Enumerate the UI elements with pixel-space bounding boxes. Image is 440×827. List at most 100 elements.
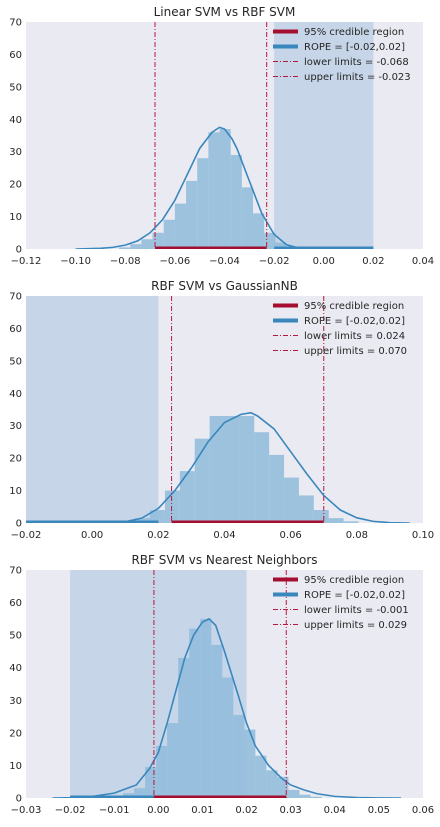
x-tick-label: 0.00 <box>313 256 335 267</box>
legend-label: lower limits = -0.001 <box>304 605 409 616</box>
histogram-bar <box>253 213 265 249</box>
histogram-bar <box>284 477 299 523</box>
legend-label: 95% credible region <box>304 301 404 312</box>
histogram-bar <box>241 187 254 249</box>
x-tick-label: −0.10 <box>60 256 91 267</box>
legend: 95% credible region ROPE = [-0.02,0.02] lo… <box>273 575 409 631</box>
y-tick-label: 10 <box>9 486 22 497</box>
kde-curve <box>26 411 410 523</box>
legend: 95% credible region ROPE = [-0.02,0.02] lo… <box>273 301 407 357</box>
legend-label: upper limits = 0.029 <box>304 620 407 631</box>
y-tick-label: 60 <box>9 598 22 609</box>
histogram-bar <box>119 247 131 249</box>
legend-label: 95% credible region <box>304 575 404 586</box>
y-tick-label: 20 <box>9 180 22 191</box>
x-tick-label: 0.05 <box>368 805 390 816</box>
x-tick-label: −0.01 <box>99 805 130 816</box>
y-tick-label: 50 <box>9 82 22 93</box>
histogram-bar <box>275 242 287 249</box>
x-tick-label: −0.03 <box>11 805 42 816</box>
x-tick-label: 0.03 <box>280 805 302 816</box>
histogram-bar <box>254 432 270 523</box>
y-tick-label: 30 <box>9 696 22 707</box>
y-tick-label: 30 <box>9 147 22 158</box>
rope-region <box>26 296 159 523</box>
x-tick-label: 0.04 <box>324 805 346 816</box>
histogram-bar <box>200 618 212 798</box>
y-tick-label: 50 <box>9 356 22 367</box>
y-tick-label: 60 <box>9 50 22 61</box>
histogram-bar <box>179 471 195 523</box>
x-tick-label: 0.02 <box>362 256 384 267</box>
x-tick-label: −0.02 <box>259 256 290 267</box>
histogram-bar <box>174 203 187 249</box>
y-tick-label: 30 <box>9 421 22 432</box>
y-tick-label: 60 <box>9 324 22 335</box>
histogram-bar <box>343 521 359 523</box>
y-tick-label: 70 <box>9 18 22 29</box>
x-tick-label: −0.02 <box>55 805 86 816</box>
y-tick-label: 10 <box>9 761 22 772</box>
rope-region <box>274 22 374 249</box>
y-tick-label: 40 <box>9 389 22 400</box>
y-tick-label: 40 <box>9 115 22 126</box>
histogram-bar <box>189 628 201 798</box>
histogram-bar <box>208 132 220 249</box>
histogram-bar <box>310 796 322 798</box>
legend-label: upper limits = 0.070 <box>304 346 407 357</box>
kde-curve <box>52 617 401 798</box>
histogram-bar <box>164 490 180 523</box>
x-tick-label: 0.06 <box>412 805 434 816</box>
x-tick-label: −0.08 <box>110 256 141 267</box>
x-tick-label: −0.02 <box>11 530 42 541</box>
histogram-bar <box>130 244 142 249</box>
histogram-bar <box>255 755 267 798</box>
y-tick-label: 70 <box>9 566 22 577</box>
histogram-bar <box>264 232 276 249</box>
histogram-bar <box>222 677 234 798</box>
chart-title: RBF SVM vs Nearest Neighbors <box>131 553 317 567</box>
y-tick-label: 10 <box>9 212 22 223</box>
x-tick-label: 0.02 <box>235 805 257 816</box>
histogram-bar <box>197 158 209 249</box>
y-tick-label: 50 <box>9 631 22 642</box>
histogram-bar <box>230 154 242 249</box>
legend-label: ROPE = [-0.02,0.02] <box>304 590 405 601</box>
histogram-bar <box>150 510 165 523</box>
histogram-bar <box>194 438 210 523</box>
histogram-bar <box>145 767 157 798</box>
histogram-bar <box>277 776 289 798</box>
kde-curve <box>75 126 374 249</box>
chart-panel-3: RBF SVM vs Nearest Neighbors −0.03 −0.02 −0… <box>9 553 434 816</box>
histogram-bar <box>209 415 225 523</box>
histogram-bar <box>269 454 285 523</box>
x-tick-label: −0.06 <box>160 256 191 267</box>
histogram-bar <box>288 789 300 798</box>
y-tick-label: 40 <box>9 663 22 674</box>
x-tick-label: 0.00 <box>81 530 103 541</box>
x-tick-label: 0.04 <box>213 530 235 541</box>
x-tick-label: 0.10 <box>412 530 434 541</box>
y-tick-label: 70 <box>9 292 22 303</box>
histogram-bar <box>141 239 153 249</box>
legend-label: lower limits = -0.068 <box>304 57 409 68</box>
x-tick-label: 0.02 <box>147 530 169 541</box>
histogram-bar <box>167 723 179 798</box>
legend: 95% credible region ROPE = [-0.02,0.02] lo… <box>273 27 411 83</box>
chart-title: RBF SVM vs GaussianNB <box>151 279 298 293</box>
legend-label: upper limits = -0.023 <box>304 72 411 83</box>
plot-area <box>52 570 401 798</box>
chart-panel-2: RBF SVM vs GaussianNB −0.02 0.00 0.02 0.04 0.… <box>9 279 434 541</box>
histogram-bar <box>219 129 231 249</box>
x-tick-label: 0.00 <box>147 805 169 816</box>
x-tick-label: 0.06 <box>280 530 302 541</box>
histogram-bar <box>156 745 168 798</box>
y-tick-label: 0 <box>16 245 22 256</box>
histogram-bar <box>186 180 198 249</box>
plot-area <box>75 22 374 249</box>
histogram-bar <box>328 518 344 523</box>
histogram-bar <box>239 415 255 523</box>
histogram-bar <box>313 510 329 523</box>
legend-label: 95% credible region <box>304 27 404 38</box>
